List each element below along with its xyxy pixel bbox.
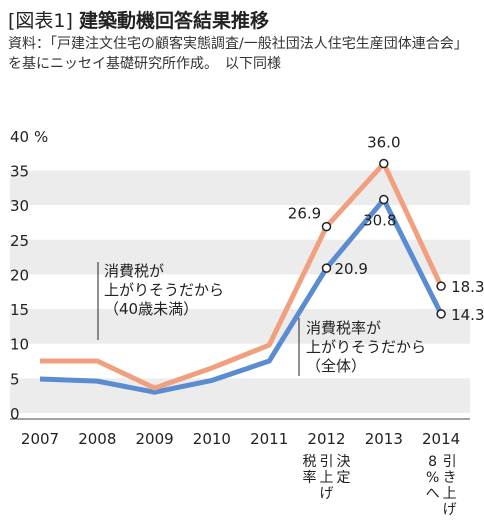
x-tick-label: 2007	[21, 430, 59, 448]
series-label: （全体）	[306, 357, 366, 375]
figure-tag: [図表1]	[8, 10, 73, 32]
data-marker	[379, 194, 389, 205]
x-tick-label: 2011	[250, 430, 288, 448]
annotation-char: へ	[426, 486, 440, 502]
annotation-char: %	[426, 470, 439, 486]
x-tick-label: 2013	[365, 430, 403, 448]
source-note: 資料：「戸建注文住宅の顧客実態調査/一般社団法人住宅生産団体連合会」を基にニッセ…	[8, 36, 468, 72]
data-label: 36.0	[367, 134, 400, 152]
annotation-char: 決	[337, 454, 351, 470]
y-unit-label: %	[34, 128, 48, 146]
annotation-char: 率	[303, 469, 317, 486]
annotation-char: 引	[320, 454, 334, 470]
chart-title-row: [図表1] 建築動機回答結果推移	[8, 6, 269, 33]
series-label: 上がりそうだから	[104, 281, 224, 299]
annotation-char: き	[443, 470, 457, 486]
annotation-char: 上	[443, 486, 457, 502]
grid-band	[10, 239, 470, 275]
annotation-char: 税	[303, 454, 317, 470]
y-tick-label: 15	[10, 301, 29, 319]
annotation-char: 引	[443, 454, 457, 470]
x-tick-label: 2008	[78, 430, 116, 448]
series-line	[39, 197, 444, 395]
data-label: 14.3	[451, 306, 484, 324]
series-label: 上がりそうだから	[306, 338, 426, 356]
y-tick-label: 0	[10, 405, 20, 423]
y-tick-label: 40	[10, 128, 29, 146]
data-label: 26.9	[288, 205, 321, 223]
data-marker	[321, 263, 332, 273]
x-tick-label: 2012	[307, 430, 345, 448]
y-tick-label: 30	[10, 197, 29, 215]
annotation-char: 上	[320, 470, 334, 486]
series-line	[40, 161, 444, 391]
annotation-char: げ	[443, 502, 457, 518]
data-marker	[436, 309, 446, 319]
data-marker	[321, 221, 332, 232]
x-tick-label: 2009	[136, 430, 174, 448]
x-tick-label: 2010	[193, 430, 231, 448]
series-label: 消費税が	[104, 262, 164, 280]
grid-band	[10, 378, 470, 413]
series-label: 消費税率が	[306, 319, 381, 337]
data-marker	[379, 158, 389, 169]
data-label: 20.9	[335, 260, 368, 278]
y-tick-label: 20	[10, 266, 29, 284]
data-label: 18.3	[451, 278, 484, 296]
annotation-char: 8	[428, 454, 437, 470]
grid-band	[10, 309, 470, 344]
y-tick-label: 35	[10, 162, 29, 180]
x-tick-label: 2014	[422, 430, 460, 448]
y-tick-label: 5	[10, 370, 20, 388]
annotation-char: げ	[320, 486, 334, 502]
annotation-char: 定	[337, 470, 351, 486]
y-tick-label: 10	[10, 336, 29, 354]
y-tick-label: 25	[10, 232, 29, 250]
series-label: （40歳未満）	[104, 300, 198, 318]
data-marker	[436, 281, 446, 291]
chart-title: 建築動機回答結果推移	[78, 10, 269, 32]
data-label: 30.8	[363, 212, 396, 230]
